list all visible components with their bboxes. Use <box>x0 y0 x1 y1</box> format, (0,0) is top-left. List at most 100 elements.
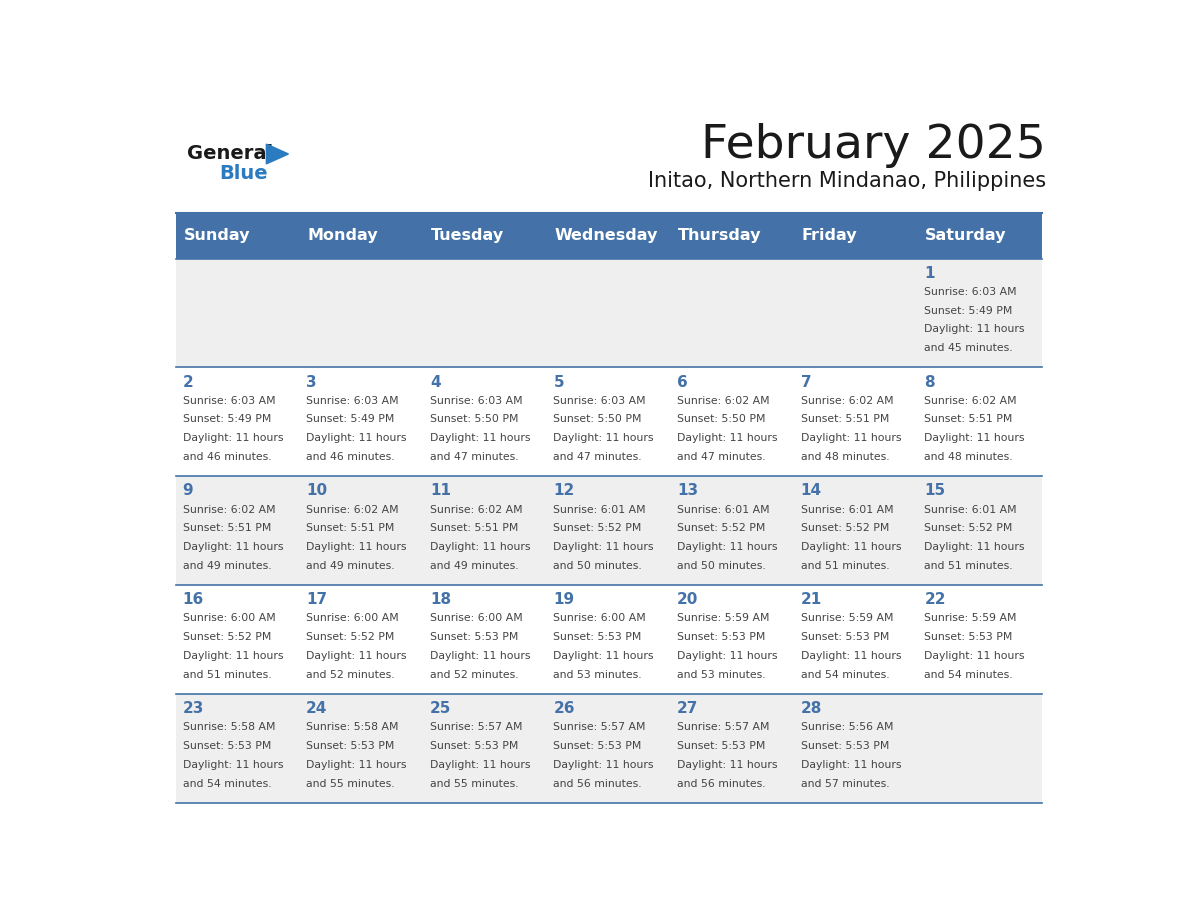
Text: Sunrise: 6:00 AM: Sunrise: 6:00 AM <box>554 613 646 623</box>
Text: Sunrise: 5:57 AM: Sunrise: 5:57 AM <box>430 722 523 733</box>
Text: Sunset: 5:51 PM: Sunset: 5:51 PM <box>924 415 1012 424</box>
Text: and 53 minutes.: and 53 minutes. <box>677 670 766 679</box>
Text: 4: 4 <box>430 375 441 389</box>
Text: Daylight: 11 hours: Daylight: 11 hours <box>307 760 406 770</box>
Text: 9: 9 <box>183 484 194 498</box>
Text: Sunrise: 6:03 AM: Sunrise: 6:03 AM <box>183 396 276 406</box>
FancyBboxPatch shape <box>671 259 795 367</box>
Text: Sunset: 5:50 PM: Sunset: 5:50 PM <box>554 415 642 424</box>
Text: and 48 minutes.: and 48 minutes. <box>924 452 1013 462</box>
FancyBboxPatch shape <box>546 213 671 259</box>
FancyBboxPatch shape <box>299 585 423 694</box>
Text: Daylight: 11 hours: Daylight: 11 hours <box>307 433 406 443</box>
FancyBboxPatch shape <box>423 213 546 259</box>
FancyBboxPatch shape <box>423 259 546 367</box>
Text: Daylight: 11 hours: Daylight: 11 hours <box>924 651 1025 661</box>
Text: Daylight: 11 hours: Daylight: 11 hours <box>430 543 530 552</box>
Text: Sunset: 5:52 PM: Sunset: 5:52 PM <box>554 523 642 533</box>
Text: and 52 minutes.: and 52 minutes. <box>307 670 394 679</box>
FancyBboxPatch shape <box>546 585 671 694</box>
Text: 2: 2 <box>183 375 194 389</box>
Text: Sunset: 5:53 PM: Sunset: 5:53 PM <box>924 633 1012 643</box>
Text: and 52 minutes.: and 52 minutes. <box>430 670 518 679</box>
Text: Daylight: 11 hours: Daylight: 11 hours <box>430 760 530 770</box>
FancyBboxPatch shape <box>795 259 918 367</box>
Text: Daylight: 11 hours: Daylight: 11 hours <box>924 324 1025 334</box>
FancyBboxPatch shape <box>671 585 795 694</box>
Text: Daylight: 11 hours: Daylight: 11 hours <box>554 433 653 443</box>
Text: Sunrise: 6:00 AM: Sunrise: 6:00 AM <box>307 613 399 623</box>
Text: Sunset: 5:52 PM: Sunset: 5:52 PM <box>924 523 1012 533</box>
Text: Daylight: 11 hours: Daylight: 11 hours <box>801 760 902 770</box>
Text: and 50 minutes.: and 50 minutes. <box>554 561 643 571</box>
Text: 28: 28 <box>801 701 822 716</box>
Text: 14: 14 <box>801 484 822 498</box>
Text: Sunrise: 6:02 AM: Sunrise: 6:02 AM <box>430 505 523 515</box>
Text: Sunset: 5:52 PM: Sunset: 5:52 PM <box>183 633 271 643</box>
Text: and 47 minutes.: and 47 minutes. <box>677 452 766 462</box>
FancyBboxPatch shape <box>671 476 795 585</box>
Text: and 51 minutes.: and 51 minutes. <box>183 670 271 679</box>
FancyBboxPatch shape <box>546 694 671 803</box>
FancyBboxPatch shape <box>299 476 423 585</box>
FancyBboxPatch shape <box>546 476 671 585</box>
Text: and 54 minutes.: and 54 minutes. <box>801 670 890 679</box>
Text: and 47 minutes.: and 47 minutes. <box>554 452 642 462</box>
Text: and 57 minutes.: and 57 minutes. <box>801 778 890 789</box>
Text: Daylight: 11 hours: Daylight: 11 hours <box>677 433 778 443</box>
FancyBboxPatch shape <box>299 259 423 367</box>
Text: Daylight: 11 hours: Daylight: 11 hours <box>924 543 1025 552</box>
Text: Sunrise: 5:58 AM: Sunrise: 5:58 AM <box>183 722 276 733</box>
Text: Sunrise: 5:59 AM: Sunrise: 5:59 AM <box>924 613 1017 623</box>
Text: and 54 minutes.: and 54 minutes. <box>924 670 1013 679</box>
Text: Sunset: 5:53 PM: Sunset: 5:53 PM <box>183 741 271 751</box>
Text: Daylight: 11 hours: Daylight: 11 hours <box>307 651 406 661</box>
Text: and 54 minutes.: and 54 minutes. <box>183 778 271 789</box>
Text: Daylight: 11 hours: Daylight: 11 hours <box>677 651 778 661</box>
Text: and 46 minutes.: and 46 minutes. <box>307 452 394 462</box>
Polygon shape <box>266 144 289 164</box>
Text: Initao, Northern Mindanao, Philippines: Initao, Northern Mindanao, Philippines <box>649 171 1047 191</box>
Text: 23: 23 <box>183 701 204 716</box>
Text: Sunrise: 6:03 AM: Sunrise: 6:03 AM <box>924 286 1017 297</box>
Text: Sunrise: 5:57 AM: Sunrise: 5:57 AM <box>554 722 646 733</box>
FancyBboxPatch shape <box>176 694 299 803</box>
FancyBboxPatch shape <box>671 213 795 259</box>
FancyBboxPatch shape <box>299 694 423 803</box>
Text: Tuesday: Tuesday <box>431 229 504 243</box>
Text: 6: 6 <box>677 375 688 389</box>
Text: Sunrise: 6:02 AM: Sunrise: 6:02 AM <box>307 505 399 515</box>
Text: 22: 22 <box>924 592 946 607</box>
Text: Sunset: 5:51 PM: Sunset: 5:51 PM <box>307 523 394 533</box>
FancyBboxPatch shape <box>918 585 1042 694</box>
Text: Wednesday: Wednesday <box>555 229 658 243</box>
Text: Sunrise: 6:01 AM: Sunrise: 6:01 AM <box>554 505 646 515</box>
FancyBboxPatch shape <box>176 259 299 367</box>
Text: Daylight: 11 hours: Daylight: 11 hours <box>183 651 283 661</box>
Text: Sunset: 5:52 PM: Sunset: 5:52 PM <box>307 633 394 643</box>
Text: Sunset: 5:52 PM: Sunset: 5:52 PM <box>801 523 889 533</box>
Text: and 47 minutes.: and 47 minutes. <box>430 452 518 462</box>
Text: Sunset: 5:51 PM: Sunset: 5:51 PM <box>801 415 889 424</box>
Text: Blue: Blue <box>220 164 268 184</box>
Text: Sunset: 5:53 PM: Sunset: 5:53 PM <box>307 741 394 751</box>
Text: and 49 minutes.: and 49 minutes. <box>430 561 518 571</box>
Text: Daylight: 11 hours: Daylight: 11 hours <box>924 433 1025 443</box>
Text: Sunrise: 6:02 AM: Sunrise: 6:02 AM <box>924 396 1017 406</box>
Text: Daylight: 11 hours: Daylight: 11 hours <box>801 543 902 552</box>
Text: Sunset: 5:53 PM: Sunset: 5:53 PM <box>554 633 642 643</box>
Text: Sunrise: 6:01 AM: Sunrise: 6:01 AM <box>924 505 1017 515</box>
Text: Daylight: 11 hours: Daylight: 11 hours <box>801 433 902 443</box>
Text: Sunset: 5:49 PM: Sunset: 5:49 PM <box>307 415 394 424</box>
FancyBboxPatch shape <box>176 476 299 585</box>
FancyBboxPatch shape <box>918 259 1042 367</box>
Text: and 49 minutes.: and 49 minutes. <box>307 561 394 571</box>
Text: Daylight: 11 hours: Daylight: 11 hours <box>554 760 653 770</box>
Text: 10: 10 <box>307 484 328 498</box>
Text: Sunset: 5:53 PM: Sunset: 5:53 PM <box>554 741 642 751</box>
Text: General: General <box>188 144 273 163</box>
Text: Sunset: 5:49 PM: Sunset: 5:49 PM <box>183 415 271 424</box>
Text: 13: 13 <box>677 484 699 498</box>
Text: 26: 26 <box>554 701 575 716</box>
Text: Sunset: 5:51 PM: Sunset: 5:51 PM <box>183 523 271 533</box>
